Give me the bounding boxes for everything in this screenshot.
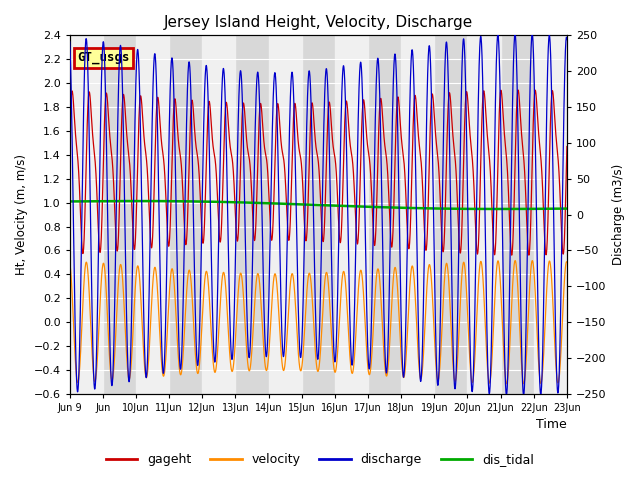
Y-axis label: Discharge (m3/s): Discharge (m3/s) [612,164,625,265]
Title: Jersey Island Height, Velocity, Discharge: Jersey Island Height, Velocity, Discharg… [164,15,473,30]
Bar [70,36,103,394]
Legend: gageht, velocity, discharge, dis_tidal: gageht, velocity, discharge, dis_tidal [101,448,539,471]
X-axis label: Time: Time [536,419,567,432]
Bar [335,36,368,394]
Bar [467,36,500,394]
Text: GT_usgs: GT_usgs [77,51,130,64]
Bar [534,36,567,394]
Bar [136,36,169,394]
Bar [401,36,435,394]
Y-axis label: Ht, Velocity (m, m/s): Ht, Velocity (m, m/s) [15,154,28,275]
Bar [202,36,236,394]
Bar [269,36,301,394]
